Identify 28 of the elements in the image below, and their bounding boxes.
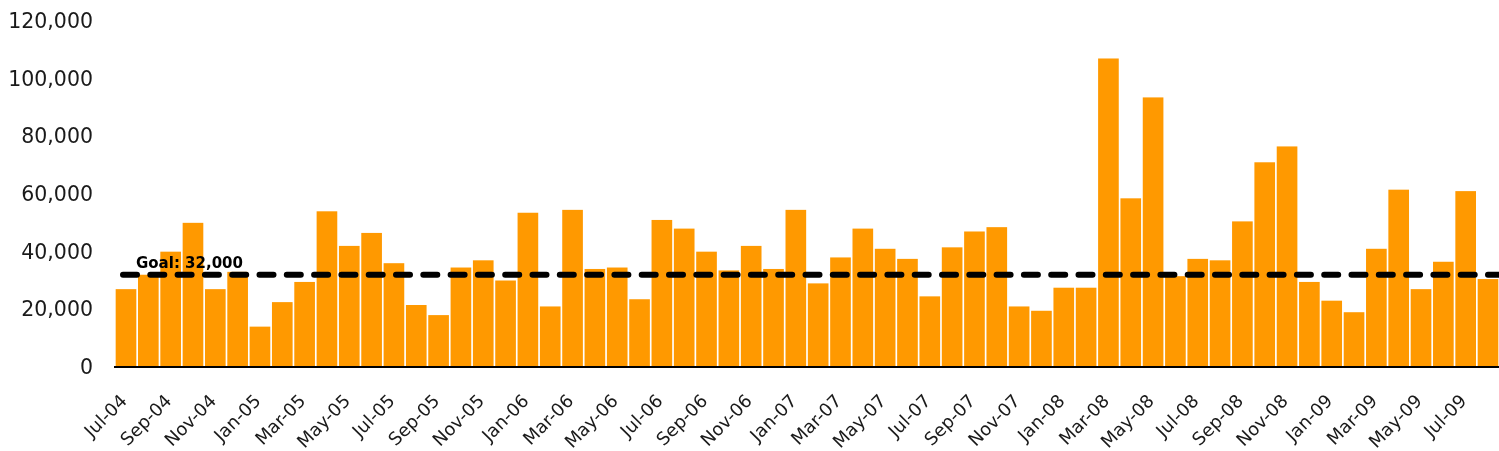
bar xyxy=(1008,306,1030,367)
bar xyxy=(718,270,740,367)
y-tick-label: 60,000 xyxy=(21,182,93,206)
bar xyxy=(115,289,137,367)
bar xyxy=(941,247,963,367)
bar xyxy=(1276,146,1298,367)
y-tick-label: 80,000 xyxy=(21,124,93,149)
bar xyxy=(1209,260,1231,367)
y-tick-label: 100,000 xyxy=(8,66,93,91)
bar xyxy=(1410,289,1432,367)
bar xyxy=(517,212,539,367)
bar xyxy=(651,219,673,367)
bar xyxy=(785,209,807,367)
bar xyxy=(584,268,606,367)
bar xyxy=(249,326,271,367)
bar xyxy=(807,283,829,367)
bar xyxy=(316,211,338,367)
bar xyxy=(1075,287,1097,367)
bar xyxy=(1343,312,1365,367)
y-tick-label: 20,000 xyxy=(21,297,93,322)
bar xyxy=(450,267,472,367)
y-tick-label: 0 xyxy=(79,355,93,379)
y-tick-label: 40,000 xyxy=(21,239,93,264)
bar xyxy=(874,248,896,367)
y-tick-label: 120,000 xyxy=(8,9,93,33)
bar xyxy=(383,263,405,367)
bar xyxy=(1477,279,1499,367)
bar xyxy=(1142,97,1164,367)
